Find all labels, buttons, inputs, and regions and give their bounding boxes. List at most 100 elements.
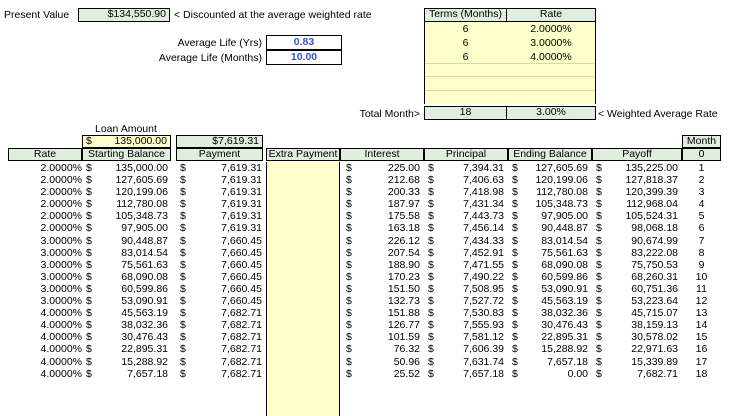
rate-cell[interactable]: 3.0000%: [40, 258, 82, 271]
principal-cell[interactable]: 7,581.12: [463, 331, 504, 344]
interest-cell[interactable]: 225.00: [387, 162, 420, 174]
principal-cell[interactable]: 7,394.31: [463, 162, 504, 174]
payoff-cell[interactable]: 105,524.31: [625, 210, 678, 223]
starting-balance-cell[interactable]: 7,657.18: [127, 367, 168, 380]
month-cell[interactable]: 10: [695, 270, 708, 283]
rate-cell[interactable]: 2.0000%: [40, 198, 82, 211]
payoff-cell[interactable]: 90,674.99: [631, 234, 678, 247]
payment-cell[interactable]: 7,619.31: [221, 174, 262, 187]
starting-balance-cell[interactable]: 75,561.63: [121, 258, 168, 271]
rate-cell[interactable]: 2.0000%: [40, 174, 82, 187]
principal-cell[interactable]: 7,418.98: [463, 186, 504, 199]
starting-balance-cell[interactable]: 38,032.36: [121, 319, 168, 332]
ending-balance-cell[interactable]: 127,605.69: [535, 162, 588, 174]
interest-cell[interactable]: 163.18: [387, 222, 420, 235]
month-cell[interactable]: 18: [695, 367, 708, 380]
rate-cell[interactable]: 4.0000%: [40, 343, 82, 356]
payment-cell[interactable]: 7,682.71: [221, 319, 262, 332]
rate-cell[interactable]: 4.0000%: [40, 367, 82, 380]
payoff-cell[interactable]: 53,223.64: [631, 295, 678, 308]
interest-cell[interactable]: 226.12: [387, 234, 420, 247]
ending-balance-cell[interactable]: 53,090.91: [541, 282, 588, 295]
rate-cell[interactable]: 4.0000%: [40, 307, 82, 320]
rate-cell[interactable]: 3.0000%: [40, 270, 82, 283]
starting-balance-cell[interactable]: 68,090.08: [121, 270, 168, 283]
ending-balance-cell[interactable]: 105,348.73: [535, 198, 588, 211]
ending-balance-cell[interactable]: 15,288.92: [541, 343, 588, 356]
principal-cell[interactable]: 7,555.93: [463, 319, 504, 332]
principal-cell[interactable]: 7,606.39: [463, 343, 504, 356]
interest-cell[interactable]: 212.68: [387, 174, 420, 187]
rate-cell[interactable]: 4.0000%: [40, 331, 82, 344]
starting-balance-cell[interactable]: 97,905.00: [121, 222, 168, 235]
term-cell[interactable]: 6: [462, 51, 469, 63]
principal-cell[interactable]: 7,530.83: [463, 307, 504, 320]
payoff-cell[interactable]: 112,968.04: [626, 198, 678, 211]
principal-cell[interactable]: 7,631.74: [463, 355, 504, 368]
payoff-cell[interactable]: 30,578.02: [631, 331, 678, 344]
rate-cell[interactable]: 2.0000%: [40, 186, 82, 199]
interest-cell[interactable]: 126.77: [387, 319, 420, 332]
payment-cell[interactable]: 7,660.45: [221, 258, 262, 271]
ending-balance-cell[interactable]: 45,563.19: [541, 295, 588, 308]
rate-cell[interactable]: 2.0000%: [40, 222, 82, 235]
ending-balance-cell[interactable]: 7,657.18: [547, 355, 588, 368]
payoff-cell[interactable]: 75,750.53: [631, 258, 678, 271]
month-cell[interactable]: 17: [695, 355, 708, 368]
payment-cell[interactable]: 7,682.71: [221, 367, 262, 380]
ending-balance-cell[interactable]: 83,014.54: [541, 234, 588, 247]
month-cell[interactable]: 4: [698, 198, 705, 211]
interest-cell[interactable]: 170.23: [387, 270, 420, 283]
principal-cell[interactable]: 7,490.22: [463, 270, 504, 283]
payment-cell[interactable]: 7,682.71: [221, 343, 262, 356]
month-cell[interactable]: 11: [696, 282, 707, 295]
starting-balance-cell[interactable]: 53,090.91: [121, 295, 168, 308]
month-cell[interactable]: 5: [698, 210, 705, 223]
month-cell[interactable]: 16: [695, 343, 708, 356]
starting-balance-cell[interactable]: 22,895.31: [121, 343, 168, 356]
principal-cell[interactable]: 7,508.95: [463, 282, 504, 295]
principal-cell[interactable]: 7,434.33: [463, 234, 504, 247]
payoff-cell[interactable]: 7,682.71: [637, 367, 678, 380]
avg-life-yrs-cell[interactable]: 0.83: [266, 35, 342, 50]
payoff-cell[interactable]: 68,260.31: [631, 270, 678, 283]
starting-balance-cell[interactable]: 120,199.06: [115, 186, 168, 199]
starting-balance-cell[interactable]: 30,476.43: [121, 331, 168, 344]
starting-balance-cell[interactable]: 15,288.92: [121, 355, 168, 368]
starting-balance-cell[interactable]: 127,605.69: [115, 174, 168, 187]
starting-balance-cell[interactable]: 135,000.00: [115, 162, 168, 174]
payoff-cell[interactable]: 15,339.89: [631, 355, 678, 368]
payment-cell[interactable]: 7,682.71: [221, 355, 262, 368]
month-cell[interactable]: 12: [695, 295, 708, 308]
payment-cell[interactable]: 7,619.31: [221, 210, 262, 223]
payment-cell[interactable]: 7,660.45: [221, 295, 262, 308]
ending-balance-cell[interactable]: 68,090.08: [541, 258, 588, 271]
starting-balance-cell[interactable]: 83,014.54: [121, 246, 168, 259]
payment-cell[interactable]: 7,660.45: [221, 270, 262, 283]
payoff-cell[interactable]: 98,068.18: [631, 222, 678, 235]
ending-balance-cell[interactable]: 0.00: [567, 367, 588, 380]
payment-cell[interactable]: 7,682.71: [221, 307, 262, 320]
ending-balance-cell[interactable]: 38,032.36: [541, 307, 588, 320]
rate-cell[interactable]: 4.0000%: [530, 51, 572, 63]
rate-cell[interactable]: 3.0000%: [40, 295, 82, 308]
interest-cell[interactable]: 200.33: [387, 186, 420, 199]
principal-cell[interactable]: 7,406.63: [463, 174, 504, 187]
starting-balance-cell[interactable]: 90,448.87: [121, 234, 168, 247]
payoff-cell[interactable]: 38,159.13: [631, 319, 678, 332]
interest-cell[interactable]: 25.52: [393, 367, 420, 380]
principal-cell[interactable]: 7,456.14: [463, 222, 504, 235]
rate-cell[interactable]: 2.0000%: [40, 162, 82, 174]
ending-balance-cell[interactable]: 90,448.87: [541, 222, 588, 235]
interest-cell[interactable]: 50.96: [393, 355, 420, 368]
starting-balance-cell[interactable]: 60,599.86: [121, 282, 168, 295]
starting-balance-cell[interactable]: 112,780.08: [116, 198, 168, 211]
ending-balance-cell[interactable]: 22,895.31: [541, 331, 588, 344]
principal-cell[interactable]: 7,471.55: [463, 258, 504, 271]
loan-amount-cell[interactable]: $ 135,000.00: [82, 135, 171, 148]
payoff-cell[interactable]: 135,225.00: [625, 162, 678, 174]
payoff-cell[interactable]: 127,818.37: [625, 174, 678, 187]
avg-life-months-cell[interactable]: 10.00: [266, 50, 342, 65]
ending-balance-cell[interactable]: 97,905.00: [541, 210, 588, 223]
month-cell[interactable]: 14: [695, 319, 708, 332]
